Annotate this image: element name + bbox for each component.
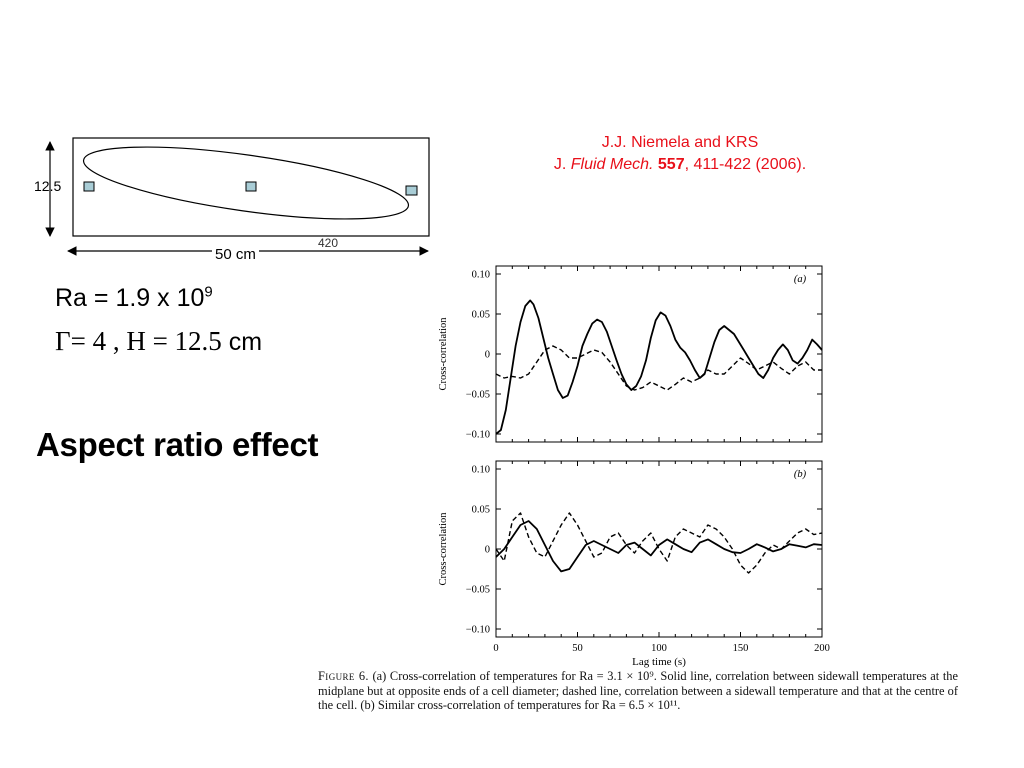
y-axis-label: Cross-correlation (438, 512, 449, 586)
x-tick-label: 0 (493, 643, 498, 654)
y-tick-label: −0.10 (466, 430, 490, 441)
x-tick-label: 200 (814, 643, 830, 654)
rayleigh-exponent: 9 (204, 283, 213, 301)
y-axis-label: Cross-correlation (438, 317, 449, 391)
slide-title: Aspect ratio effect (36, 426, 319, 463)
sensor-center (245, 181, 257, 192)
x-tick-label: 100 (651, 643, 667, 654)
gamma-height-text: Γ= 4 , H = 12.5 (55, 326, 222, 356)
rayleigh-text: Ra = 1.9 x 10 (55, 284, 205, 312)
figure-caption: Figure 6. (a) Cross-correlation of tempe… (318, 669, 958, 713)
cell-outline (72, 137, 430, 237)
rayleigh-number: Ra = 1.9 x 109 (55, 284, 213, 313)
scan-label: 420 (318, 236, 339, 250)
series-solid-line (495, 520, 823, 573)
y-tick-label: 0.10 (472, 465, 490, 476)
x-tick-label: 50 (572, 643, 583, 654)
citation-journal-prefix: J. (553, 156, 567, 173)
y-tick-label: 0.05 (472, 505, 490, 516)
y-tick-label: −0.10 (466, 625, 490, 636)
citation-journal-name: Fluid Mech. (570, 156, 654, 173)
correlation-figure: 0.100.050−0.05−0.10Cross-correlation(a) … (438, 265, 830, 668)
citation: J.J. Niemela and KRS J. Fluid Mech. 557,… (470, 132, 890, 176)
width-label: 50 cm (212, 246, 259, 263)
sensor-left (83, 181, 95, 192)
y-tick-label: 0.10 (472, 270, 490, 281)
caption-figure-word: Figure 6. (318, 669, 369, 683)
y-tick-label: 0 (485, 350, 490, 361)
series-dashed-line (495, 345, 822, 391)
plot-frame (495, 460, 823, 638)
y-tick-label: 0 (485, 545, 490, 556)
series-solid-line (495, 299, 823, 435)
citation-pages-year: , 411-422 (2006). (684, 156, 807, 173)
height-label: 12.5 (34, 178, 62, 194)
citation-reference: J. Fluid Mech. 557, 411-422 (2006). (470, 154, 890, 176)
y-tick-label: 0.05 (472, 310, 490, 321)
gamma-unit: cm (221, 328, 263, 356)
aspect-parameters: Γ= 4 , H = 12.5 cm (55, 326, 262, 357)
panel-a: 0.10 0.05 0 −0.05 −0.10 Cross-correlation (a) (438, 265, 823, 443)
plot-frame (495, 265, 823, 443)
caption-text: (a) Cross-correlation of temperatures fo… (318, 669, 958, 713)
series-dashed-line (495, 512, 823, 574)
panel-label: (a) (794, 274, 807, 285)
panel-label: (b) (794, 469, 807, 480)
x-axis-label: Lag time (s) (632, 656, 686, 668)
sensor-right (405, 185, 418, 196)
flow-ellipse (82, 146, 410, 220)
y-tick-label: −0.05 (466, 390, 490, 401)
y-tick-label: −0.05 (466, 585, 490, 596)
citation-authors: J.J. Niemela and KRS (601, 134, 759, 151)
x-tick-label: 150 (733, 643, 749, 654)
citation-volume: 557 (657, 156, 685, 173)
